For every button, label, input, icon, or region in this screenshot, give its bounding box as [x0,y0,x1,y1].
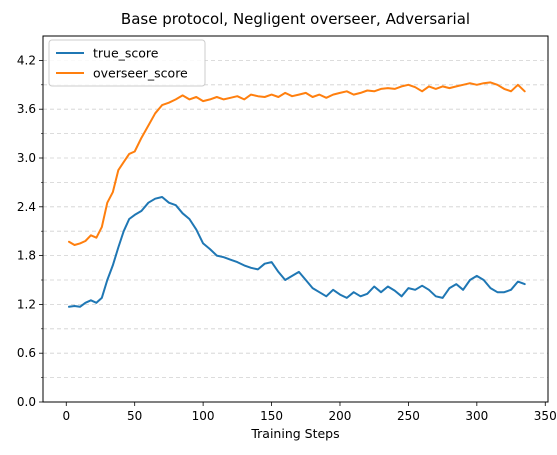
series-line-true-score [68,196,526,308]
y-tick-label: 4.2 [17,53,36,67]
y-tick-label: 3.6 [17,102,36,116]
y-axis-ticks: 0.0 0.6 1.2 1.8 2.4 3.0 3.6 4.2 [17,53,43,409]
x-axis-label: Training Steps [250,426,339,441]
chart-title: Base protocol, Negligent overseer, Adver… [121,10,470,28]
series-line-overseer-score [68,81,526,246]
legend-box [48,39,206,87]
y-tick-label: 1.2 [17,297,36,311]
x-tick-label: 150 [260,409,283,423]
x-tick-label: 250 [397,409,420,423]
legend-label: true_score [93,46,159,61]
plot-frame [42,35,549,403]
y-tick-label: 0.6 [17,346,36,360]
x-tick-label: 50 [127,409,142,423]
x-tick-label: 350 [534,409,557,423]
x-tick-label: 300 [465,409,488,423]
x-tick-label: 200 [329,409,352,423]
y-tick-label: 3.0 [17,151,36,165]
y-tick-label: 2.4 [17,200,36,214]
x-axis-ticks: 0 50 100 150 200 250 300 350 [62,402,557,423]
legend: true_score overseer_score [48,39,206,87]
legend-label: overseer_score [93,66,188,81]
y-tick-label: 0.0 [17,395,36,409]
series-layer [68,81,526,308]
x-tick-label: 100 [192,409,215,423]
x-tick-label: 0 [62,409,70,423]
y-tick-label: 1.8 [17,249,36,263]
